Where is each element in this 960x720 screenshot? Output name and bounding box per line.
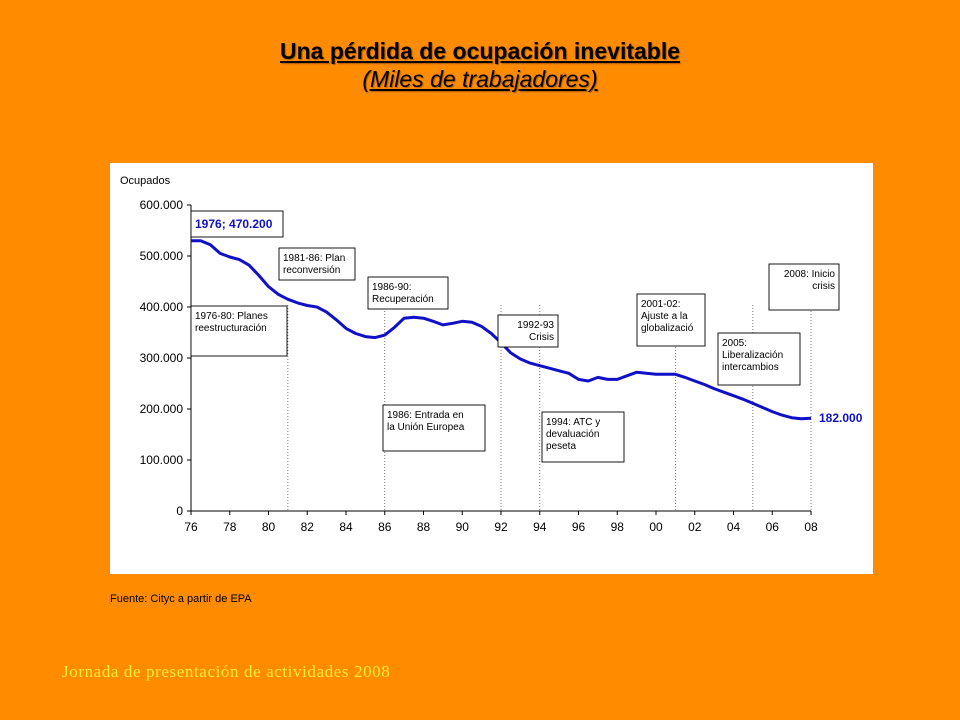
x-tick-label: 82: [301, 520, 315, 534]
x-tick-label: 08: [804, 520, 818, 534]
x-tick-label: 94: [533, 520, 547, 534]
annotation-label: 1981-86: Plan reconversión: [283, 253, 345, 276]
x-tick-label: 84: [339, 520, 353, 534]
y-tick-label: 300.000: [140, 351, 184, 365]
source-note: Fuente: Cityc a partir de EPA: [110, 593, 252, 605]
annotation-box: [190, 210, 284, 238]
annotation-box: [636, 293, 706, 347]
y-tick-label: 500.000: [140, 249, 184, 263]
x-tick-label: 88: [417, 520, 431, 534]
end-value-label: 182.000: [819, 411, 863, 425]
y-tick-label: 100.000: [140, 453, 184, 467]
annotation-box: [497, 314, 559, 348]
annotation-box: [367, 276, 449, 310]
annotation-box: [278, 247, 356, 281]
slide-subtitle: (Miles de trabajadores): [362, 66, 598, 92]
y-tick-label: 600.000: [140, 198, 184, 212]
slide-title: Una pérdida de ocupación inevitable: [279, 38, 681, 64]
x-tick-label: 00: [649, 520, 663, 534]
annotation-box: [768, 263, 840, 311]
x-tick-label: 98: [611, 520, 625, 534]
annotation-box: [382, 404, 486, 452]
annotation-label: 1986-90: Recuperación: [372, 282, 434, 305]
x-tick-label: 06: [766, 520, 780, 534]
y-tick-label: 200.000: [140, 402, 184, 416]
annotation-box: [190, 305, 288, 357]
x-tick-label: 76: [184, 520, 198, 534]
employment-line-chart: Ocupados 0 100.000 200.000 300.000 400.000 500…: [120, 175, 863, 534]
x-tick-label: 86: [378, 520, 392, 534]
annotation-label: 2008: Inicio crisis: [784, 269, 836, 292]
annotation-label: 1976-80: Planes reestructuración: [195, 311, 268, 334]
annotation-label: 1994: ATC y devaluación peseta: [546, 417, 600, 452]
x-tick-label: 04: [727, 520, 741, 534]
x-tick-label: 02: [688, 520, 702, 534]
x-tick-label: 80: [262, 520, 276, 534]
y-axis-label: Ocupados: [120, 175, 171, 187]
y-tick-label: 0: [176, 504, 183, 518]
annotation-label: 2001-02: Ajuste a la globalizació: [641, 299, 694, 334]
y-tick-label: 400.000: [140, 300, 184, 314]
chart-panel: Ocupados 0 100.000 200.000 300.000 400.000 500…: [110, 163, 873, 574]
annotation-box: [541, 411, 625, 463]
x-tick-label: 90: [456, 520, 470, 534]
annotation-label: 2005: Liberalización intercambios: [722, 338, 783, 373]
annotation-box: [717, 332, 801, 386]
x-tick-label: 96: [572, 520, 586, 534]
annotation-label: 1986: Entrada en la Unión Europea: [387, 410, 465, 433]
x-tick-label: 92: [494, 520, 508, 534]
annotation-label: 1976; 470.200: [195, 217, 273, 231]
slide-title-block: Una pérdida de ocupación inevitable (Mil…: [0, 38, 960, 93]
annotation-label: 1992-93 Crisis: [517, 320, 554, 343]
footer-event-text: Jornada de presentación de actividades 2…: [62, 662, 391, 681]
x-tick-label: 78: [223, 520, 237, 534]
